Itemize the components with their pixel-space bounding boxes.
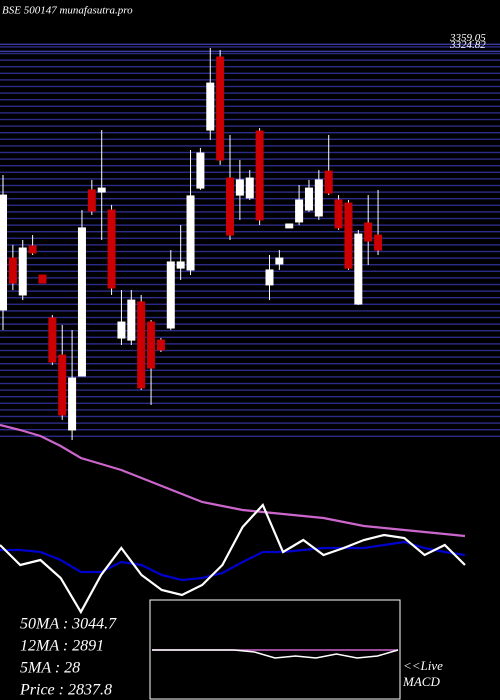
- candle-body: [285, 223, 294, 229]
- chart-title: BSE 500147 munafasutra.pro: [2, 5, 133, 17]
- candle-body: [245, 177, 254, 199]
- candle-body: [196, 152, 205, 189]
- candle-body: [186, 195, 195, 271]
- ma-label: Price : 2837.8: [19, 682, 112, 699]
- candle-body: [156, 339, 165, 351]
- series-line: [0, 503, 466, 615]
- ma-label: 12MA : 2891: [20, 638, 104, 655]
- macd-label: MACD: [402, 674, 440, 689]
- candle-body: [147, 321, 156, 369]
- candle-body: [255, 130, 264, 221]
- candle-body: [334, 199, 343, 229]
- candle-body: [314, 179, 323, 217]
- series-line: [0, 423, 466, 538]
- candle-body: [206, 82, 215, 131]
- candle-body: [8, 257, 17, 284]
- candle-body: [68, 377, 77, 431]
- candle-body: [265, 269, 274, 286]
- candle-body: [77, 227, 86, 377]
- candle-body: [137, 301, 146, 389]
- ma-label: 5MA : 28: [20, 660, 80, 677]
- candle-body: [295, 199, 304, 223]
- candle-body: [48, 317, 57, 363]
- candle-body: [344, 202, 353, 269]
- series-line: [152, 649, 399, 659]
- candle-body: [364, 222, 373, 242]
- candle-body: [97, 187, 106, 193]
- candle-body: [304, 187, 313, 211]
- macd-label: <<Live: [403, 658, 443, 673]
- candle-body: [87, 189, 96, 212]
- candle-body: [374, 234, 383, 251]
- candle-body: [324, 170, 333, 194]
- candle-body: [0, 194, 7, 311]
- candle-body: [18, 247, 27, 296]
- candle-body: [127, 299, 136, 341]
- candle-body: [58, 354, 67, 416]
- candle-body: [107, 209, 116, 289]
- candle-body: [28, 245, 37, 254]
- candle-body: [216, 56, 225, 161]
- candle-body: [38, 274, 47, 284]
- candle-body: [235, 179, 244, 196]
- series-line: [0, 540, 466, 582]
- candle-body: [226, 177, 235, 236]
- candle-body: [166, 261, 175, 329]
- candle-body: [117, 321, 126, 339]
- candle-body: [176, 261, 185, 269]
- candle-body: [275, 257, 284, 265]
- y-tick-label: 3324.82: [449, 39, 486, 51]
- y-tick-label: 3359.05: [449, 32, 486, 44]
- candle-body: [354, 233, 363, 305]
- ma-label: 50MA : 3044.7: [20, 616, 117, 633]
